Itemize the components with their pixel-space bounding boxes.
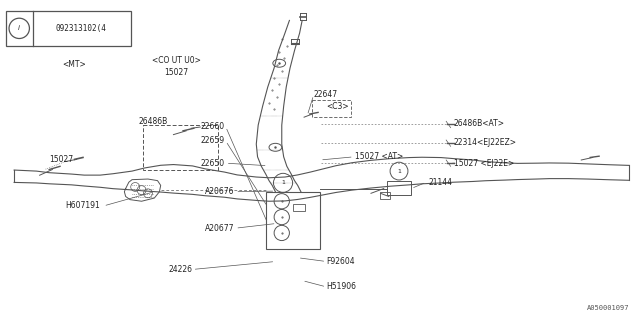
- Text: 22314<EJ22EZ>: 22314<EJ22EZ>: [454, 138, 517, 147]
- Text: 26486B<AT>: 26486B<AT>: [454, 119, 505, 128]
- Bar: [387, 180, 411, 195]
- Text: A20677: A20677: [204, 224, 234, 233]
- Text: 22650: 22650: [200, 159, 225, 168]
- Text: 092313102(4: 092313102(4: [56, 24, 106, 33]
- Text: 1: 1: [281, 180, 285, 185]
- Text: <CO UT U0>: <CO UT U0>: [152, 56, 201, 65]
- Text: 24226: 24226: [168, 265, 193, 274]
- Bar: [293, 204, 305, 212]
- Text: i: i: [18, 25, 20, 31]
- Text: 26486B: 26486B: [138, 117, 168, 126]
- Text: 15027 <AT>: 15027 <AT>: [355, 152, 403, 161]
- Bar: [143, 125, 218, 170]
- Text: 15027: 15027: [164, 68, 189, 77]
- Text: <MT>: <MT>: [62, 60, 86, 69]
- Bar: [380, 192, 390, 199]
- Text: 22660: 22660: [200, 122, 225, 131]
- Text: 15027: 15027: [49, 156, 74, 164]
- Bar: [312, 100, 351, 117]
- Bar: [266, 192, 320, 249]
- Text: H607191: H607191: [65, 202, 100, 211]
- Text: <C3>: <C3>: [326, 101, 349, 111]
- Text: 21144: 21144: [428, 178, 452, 187]
- Text: 22659: 22659: [200, 136, 225, 146]
- Text: H51906: H51906: [326, 282, 356, 292]
- Text: 22647: 22647: [314, 91, 338, 100]
- Text: 15027 <EJ22E>: 15027 <EJ22E>: [454, 159, 514, 168]
- Text: 1: 1: [397, 169, 401, 174]
- Text: A20676: A20676: [204, 187, 234, 196]
- Text: A050001097: A050001097: [586, 305, 629, 310]
- Text: F92604: F92604: [326, 257, 355, 266]
